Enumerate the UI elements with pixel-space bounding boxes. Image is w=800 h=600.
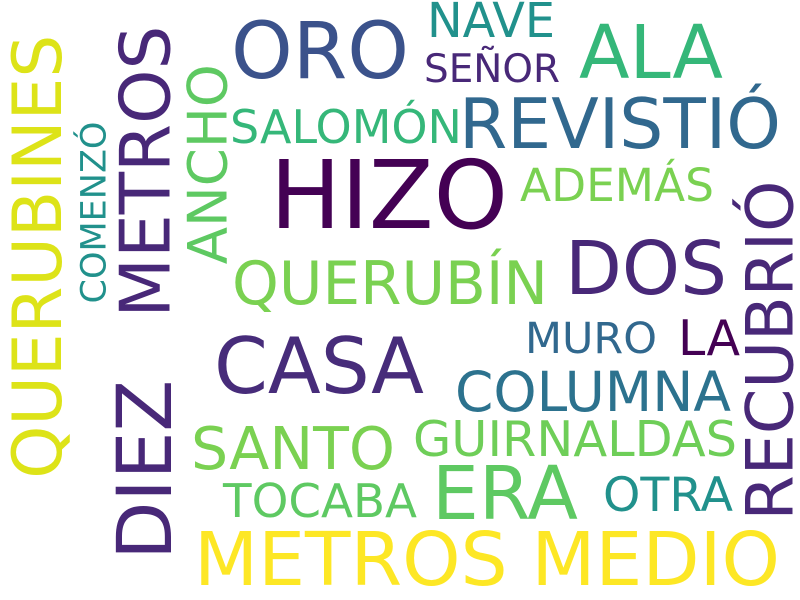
- word-metros-medio: METROS MEDIO: [194, 515, 780, 600]
- word-revistio: REVISTIÓ: [459, 84, 781, 166]
- word-columna: COLUMNA: [455, 359, 731, 424]
- word-la: LA: [678, 309, 740, 368]
- word-oro: ORO: [231, 5, 409, 97]
- word-guirnaldas: GUIRNALDAS: [413, 410, 737, 469]
- word-nave: NAVE: [427, 0, 555, 50]
- word-santo: SANTO: [191, 414, 395, 483]
- word-casa: CASA: [214, 322, 424, 413]
- word-metros: METROS: [106, 26, 187, 318]
- word-diez: DIEZ: [101, 380, 190, 560]
- word-dos: DOS: [565, 226, 727, 313]
- word-muro: MURO: [525, 313, 657, 364]
- word-salomon: SALOMÓN: [230, 100, 462, 154]
- word-ala: ALA: [579, 10, 723, 97]
- word-querubines: QUERUBINES: [0, 34, 78, 479]
- word-hizo: HIZO: [270, 140, 508, 251]
- word-tocaba: TOCABA: [223, 474, 417, 529]
- word-senor: SEÑOR: [424, 46, 560, 92]
- word-ancho: ANCHO: [175, 64, 240, 264]
- word-era: ERA: [432, 450, 578, 537]
- word-querubin: QUERUBÍN: [232, 250, 548, 320]
- word-recubrio: RECUBRIÓ: [733, 181, 800, 521]
- word-ademas: ADEMÁS: [520, 159, 714, 213]
- word-otra: OTRA: [603, 468, 733, 524]
